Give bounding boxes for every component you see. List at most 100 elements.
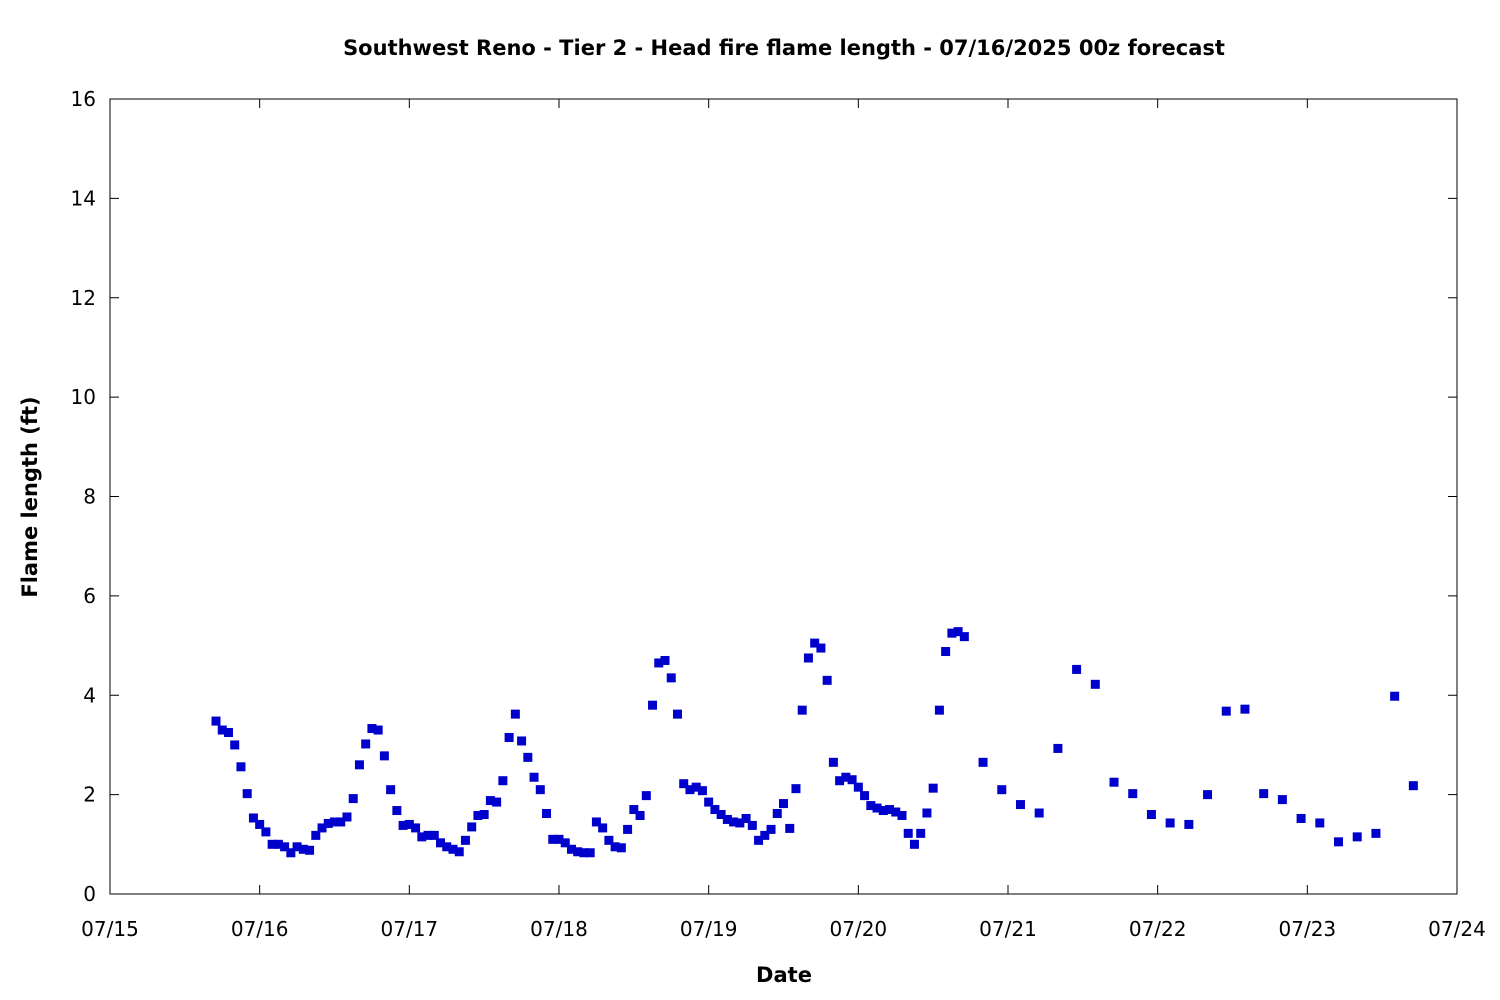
data-point	[754, 835, 764, 845]
data-point	[411, 823, 421, 833]
x-tick-label: 07/17	[381, 917, 439, 941]
x-tick-label: 07/15	[81, 917, 139, 941]
data-point	[772, 809, 782, 819]
x-tick-label: 07/24	[1428, 917, 1486, 941]
data-point	[847, 775, 857, 785]
data-point	[729, 817, 739, 827]
data-point	[404, 819, 414, 829]
data-point	[604, 835, 614, 845]
x-tick-label: 07/16	[231, 917, 289, 941]
data-point	[909, 839, 919, 849]
x-tick-label: 07/21	[979, 917, 1037, 941]
x-tick-label: 07/20	[830, 917, 888, 941]
data-point	[903, 828, 913, 838]
data-point	[1315, 818, 1325, 828]
data-point	[853, 782, 863, 792]
data-point	[785, 823, 795, 833]
data-point	[623, 824, 633, 834]
data-point	[691, 782, 701, 792]
data-point	[922, 808, 932, 818]
data-point	[305, 845, 315, 855]
data-point	[841, 772, 851, 782]
data-point	[616, 843, 626, 853]
data-point	[348, 794, 358, 804]
data-point	[323, 818, 333, 828]
data-point	[835, 776, 845, 786]
data-point	[292, 842, 302, 852]
data-point	[997, 785, 1007, 795]
y-tick-label: 2	[83, 783, 96, 807]
data-point	[797, 705, 807, 715]
data-point	[248, 813, 258, 823]
y-tick-label: 14	[71, 186, 96, 210]
data-point	[1390, 691, 1400, 701]
data-point	[379, 751, 389, 761]
y-tick-label: 10	[71, 385, 96, 409]
data-point	[710, 805, 720, 815]
data-point	[286, 848, 296, 858]
data-point	[978, 757, 988, 767]
data-point	[454, 847, 464, 857]
data-point	[648, 700, 658, 710]
data-point	[685, 785, 695, 795]
data-point	[828, 757, 838, 767]
data-point	[947, 628, 957, 638]
data-point	[417, 832, 427, 842]
data-point	[429, 830, 439, 840]
data-point	[1053, 743, 1063, 753]
data-point	[535, 785, 545, 795]
data-point	[822, 675, 832, 685]
x-tick-label: 07/22	[1129, 917, 1187, 941]
data-point	[1203, 790, 1213, 800]
data-point	[672, 709, 682, 719]
data-point	[485, 796, 495, 806]
data-point	[766, 824, 776, 834]
data-point	[423, 830, 433, 840]
data-point	[386, 785, 396, 795]
data-point	[261, 827, 271, 837]
data-point	[747, 820, 757, 830]
data-point	[367, 724, 377, 734]
data-point	[436, 838, 446, 848]
data-point	[741, 813, 751, 823]
data-point	[236, 762, 246, 772]
data-point	[492, 797, 502, 807]
data-point	[1277, 795, 1287, 805]
data-point	[1109, 777, 1119, 787]
data-point	[479, 810, 489, 819]
data-point	[217, 725, 227, 735]
data-point	[704, 797, 714, 807]
data-point	[591, 817, 601, 827]
data-point	[585, 848, 595, 858]
x-tick-label: 07/19	[680, 917, 738, 941]
data-point	[223, 728, 233, 738]
data-point	[542, 809, 552, 819]
data-point	[1090, 679, 1100, 689]
data-point	[1408, 781, 1418, 791]
data-point	[442, 842, 452, 852]
data-point	[361, 739, 371, 749]
data-point	[354, 760, 364, 770]
data-point	[317, 823, 327, 833]
data-point	[280, 842, 290, 852]
data-point	[779, 799, 788, 809]
data-point	[654, 658, 664, 668]
data-point	[716, 810, 726, 819]
data-point	[1128, 789, 1138, 799]
data-point	[885, 805, 895, 815]
data-point	[560, 838, 570, 848]
data-point	[598, 823, 608, 833]
data-point	[398, 820, 408, 830]
data-point	[504, 732, 514, 742]
data-point	[891, 807, 901, 817]
data-point	[803, 653, 813, 663]
data-point	[660, 655, 670, 665]
data-point	[760, 830, 770, 840]
data-point	[467, 822, 477, 832]
data-point	[242, 789, 252, 799]
data-point	[273, 839, 283, 849]
data-point	[816, 643, 826, 653]
data-point	[1184, 819, 1194, 829]
data-point	[1221, 706, 1231, 716]
